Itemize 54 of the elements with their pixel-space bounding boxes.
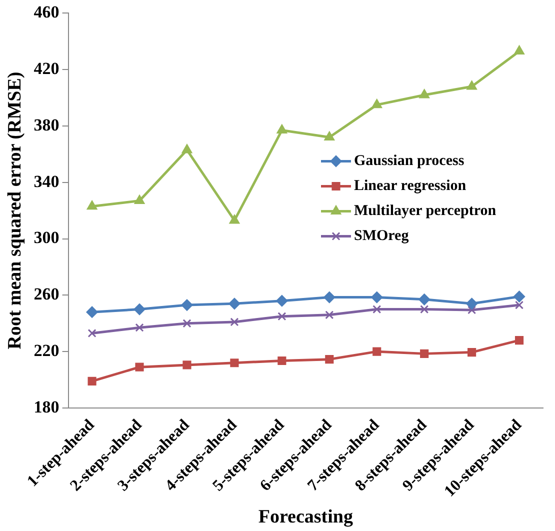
point (371, 292, 383, 304)
point (276, 124, 287, 134)
point (372, 347, 382, 356)
point (325, 355, 334, 364)
y-tick-label: 260 (34, 284, 60, 304)
point (372, 304, 382, 314)
point (181, 299, 193, 311)
point (324, 292, 336, 304)
y-axis-title: Root mean squared error (RMSE) (4, 72, 26, 350)
point (135, 362, 144, 372)
y-tick-label: 180 (34, 397, 60, 416)
legend-label: SMOreg (354, 228, 410, 244)
point (276, 295, 288, 307)
point (88, 376, 96, 386)
y-tick-label: 340 (34, 172, 60, 191)
point (466, 298, 478, 310)
point (466, 80, 477, 90)
point (468, 348, 476, 357)
point (420, 349, 429, 358)
point (88, 328, 96, 338)
point (514, 290, 526, 302)
point (325, 310, 334, 320)
point (230, 358, 239, 368)
point (134, 194, 145, 204)
point (418, 294, 430, 306)
y-tick-label: 380 (34, 115, 60, 134)
x-axis-title: Forecasting (258, 506, 354, 528)
point (278, 312, 286, 321)
point (182, 144, 192, 154)
legend-label: Gaussian process (354, 153, 464, 170)
point (419, 89, 430, 98)
point (135, 323, 144, 332)
y-tick-label: 300 (34, 228, 60, 248)
point (229, 214, 240, 224)
y-tick-label: 460 (34, 2, 60, 22)
point (278, 356, 286, 366)
point (372, 99, 382, 108)
point (86, 306, 98, 318)
point (230, 318, 239, 326)
point (468, 306, 476, 314)
point (182, 319, 192, 328)
point (182, 360, 192, 370)
point (514, 300, 524, 310)
point (514, 336, 524, 345)
y-tick-label: 220 (34, 340, 60, 360)
point (420, 304, 429, 314)
legend-label: Linear regression (354, 178, 467, 194)
point (324, 132, 334, 141)
point (134, 304, 146, 316)
point (86, 200, 98, 210)
point (514, 46, 524, 55)
y-tick-label: 420 (34, 58, 60, 78)
legend-label: Multilayer perceptron (354, 203, 497, 220)
point (228, 298, 240, 310)
